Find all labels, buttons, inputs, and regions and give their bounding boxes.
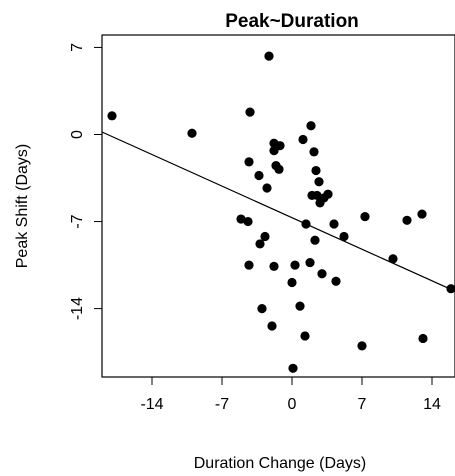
data-point xyxy=(255,239,265,249)
data-point xyxy=(300,331,310,341)
data-point xyxy=(331,276,341,286)
y-axis-label: Peak Shift (Days) xyxy=(14,144,31,268)
data-point xyxy=(269,261,279,271)
data-point xyxy=(301,219,311,229)
data-point xyxy=(402,215,412,225)
x-tick-label: -14 xyxy=(140,396,163,413)
data-point xyxy=(446,284,455,294)
x-tick-label: 7 xyxy=(358,396,367,413)
data-point xyxy=(339,231,349,242)
data-point xyxy=(357,341,367,351)
y-tick-label: 0 xyxy=(69,130,86,139)
y-tick-label: -14 xyxy=(69,297,86,320)
data-point xyxy=(244,260,254,270)
data-point xyxy=(329,219,339,229)
data-point xyxy=(243,216,253,227)
x-tick-label: 0 xyxy=(288,396,297,413)
data-point xyxy=(244,157,254,167)
regression-line xyxy=(101,131,455,292)
data-points xyxy=(107,51,455,373)
data-point xyxy=(417,209,427,219)
data-point xyxy=(388,254,398,264)
data-point xyxy=(323,189,333,199)
data-point xyxy=(360,211,370,222)
data-point xyxy=(310,235,320,245)
data-point xyxy=(290,260,300,270)
data-point xyxy=(236,214,246,224)
data-point xyxy=(287,277,297,288)
y-tick-label: -7 xyxy=(69,214,86,228)
data-point xyxy=(257,304,267,314)
x-axis-label: Duration Change (Days) xyxy=(194,455,367,472)
data-point xyxy=(260,231,270,242)
data-point xyxy=(418,333,428,344)
data-point xyxy=(274,164,284,174)
x-tick-label: 14 xyxy=(423,396,441,413)
data-point xyxy=(262,183,272,193)
data-point xyxy=(298,134,308,145)
data-point xyxy=(311,165,321,176)
data-point xyxy=(245,107,255,117)
x-tick-label: -7 xyxy=(215,396,229,413)
data-point xyxy=(312,190,322,201)
plot-frame xyxy=(101,34,455,378)
data-point xyxy=(309,147,319,157)
data-point xyxy=(306,121,316,131)
data-point xyxy=(269,146,279,156)
chart-title: Peak~Duration xyxy=(225,11,359,32)
data-point xyxy=(267,321,277,331)
data-point xyxy=(107,111,117,121)
data-point xyxy=(295,301,305,311)
y-tick-label: 7 xyxy=(69,43,86,52)
y-axis: 7 0 -7 -14 xyxy=(69,43,102,320)
x-axis: -14 -7 0 7 14 xyxy=(140,377,441,413)
data-point xyxy=(305,257,315,268)
data-point xyxy=(254,170,264,181)
data-point xyxy=(264,51,274,61)
data-point xyxy=(187,128,197,138)
data-point xyxy=(314,177,324,187)
data-point xyxy=(317,269,327,279)
data-point xyxy=(288,363,298,373)
